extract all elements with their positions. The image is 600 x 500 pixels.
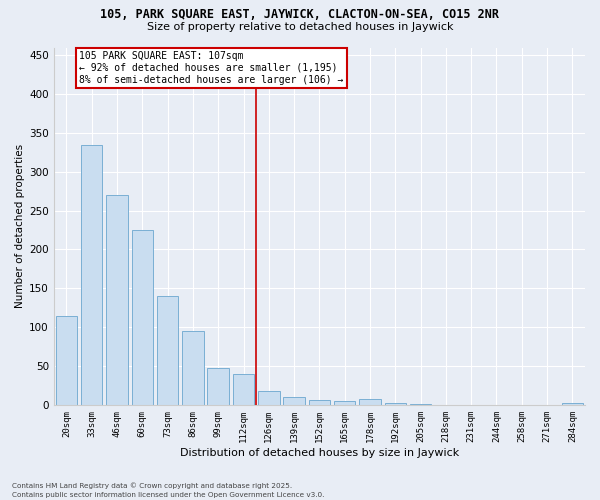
Bar [283,397,305,405]
Text: Size of property relative to detached houses in Jaywick: Size of property relative to detached ho… [147,22,453,32]
Bar [208,368,229,405]
Bar [385,404,406,405]
Bar [157,296,178,405]
Y-axis label: Number of detached properties: Number of detached properties [15,144,25,308]
Bar [562,402,583,405]
Bar [81,144,103,405]
X-axis label: Distribution of detached houses by size in Jaywick: Distribution of detached houses by size … [180,448,459,458]
Bar [258,391,280,405]
Bar [233,374,254,405]
Bar [182,331,203,405]
Bar [410,404,431,405]
Text: Contains HM Land Registry data © Crown copyright and database right 2025.: Contains HM Land Registry data © Crown c… [12,482,292,489]
Text: 105 PARK SQUARE EAST: 107sqm
← 92% of detached houses are smaller (1,195)
8% of : 105 PARK SQUARE EAST: 107sqm ← 92% of de… [79,52,343,84]
Bar [308,400,330,405]
Bar [334,401,355,405]
Text: 105, PARK SQUARE EAST, JAYWICK, CLACTON-ON-SEA, CO15 2NR: 105, PARK SQUARE EAST, JAYWICK, CLACTON-… [101,8,499,20]
Bar [56,316,77,405]
Bar [131,230,153,405]
Text: Contains public sector information licensed under the Open Government Licence v3: Contains public sector information licen… [12,492,325,498]
Bar [106,195,128,405]
Bar [359,400,381,405]
